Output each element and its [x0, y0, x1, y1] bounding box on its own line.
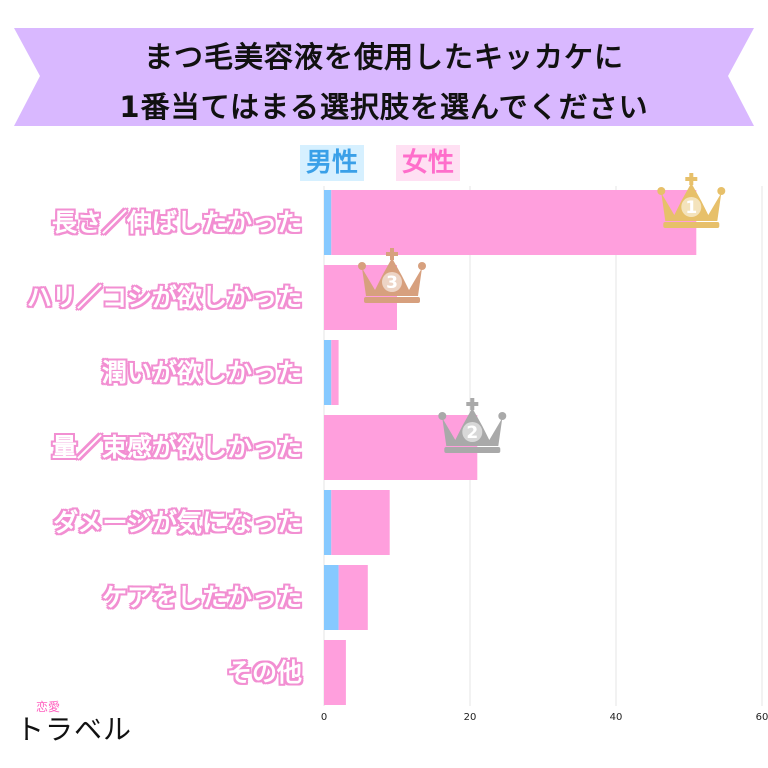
bar-female — [331, 190, 697, 255]
bar-female — [331, 490, 390, 555]
crown-rank-2-icon: 2 — [438, 398, 507, 453]
crown-cross-h — [466, 402, 479, 406]
bar-male — [324, 340, 332, 405]
crown-rank-number: 1 — [685, 198, 697, 218]
chart-title-line2: 1番当てはまる選択肢を選んでください — [119, 90, 649, 124]
x-tick-label: 40 — [610, 712, 623, 723]
category-label: ハリ／コシが欲しかった — [26, 282, 302, 312]
crown-rank-number: 2 — [466, 423, 478, 443]
crown-rank-3-icon: 3 — [358, 248, 426, 303]
crown-cross-h — [685, 177, 698, 181]
crown-cross-h — [386, 252, 398, 256]
crown-rank-1-icon: 1 — [657, 173, 726, 228]
crown-right-orb — [418, 262, 426, 270]
x-tick-label: 0 — [321, 712, 327, 723]
category-label: ダメージが気になった — [53, 507, 302, 537]
category-label: ケアをしたかった — [101, 582, 302, 612]
title-banner — [14, 28, 754, 126]
brand-logo: トラベル — [16, 713, 133, 746]
category-label: その他 — [226, 657, 302, 687]
bar-male — [324, 490, 332, 555]
legend-male: 男性 — [300, 145, 365, 181]
crown-base — [364, 297, 420, 303]
legend-female: 女性 — [396, 145, 461, 181]
bar-female — [338, 565, 368, 630]
category-label: 潤いが欲しかった — [101, 357, 302, 387]
crown-left-orb — [438, 412, 447, 420]
bar-male — [324, 565, 339, 630]
crown-base — [663, 222, 720, 228]
crown-right-orb — [498, 412, 507, 420]
bar-male — [324, 190, 332, 255]
crown-left-orb — [657, 187, 666, 195]
bar-female — [331, 340, 339, 405]
crown-medal — [681, 197, 702, 217]
crown-rank-number: 3 — [386, 273, 398, 293]
title-banner-shape — [14, 28, 754, 126]
x-tick-label: 60 — [756, 712, 768, 723]
category-label: 長さ／伸ばしたかった — [51, 207, 302, 237]
x-tick-label: 20 — [464, 712, 477, 723]
crown-left-orb — [358, 262, 366, 270]
brand-sub: 恋愛 — [36, 700, 61, 714]
bar-female — [324, 640, 346, 705]
crown-base — [444, 447, 501, 453]
crown-medal — [382, 272, 402, 292]
crown-right-orb — [717, 187, 726, 195]
category-label: 量／束感が欲しかった — [51, 432, 302, 462]
chart-title-line1: まつ毛美容液を使用したキッカケに — [143, 40, 624, 74]
crown-medal — [462, 422, 483, 442]
